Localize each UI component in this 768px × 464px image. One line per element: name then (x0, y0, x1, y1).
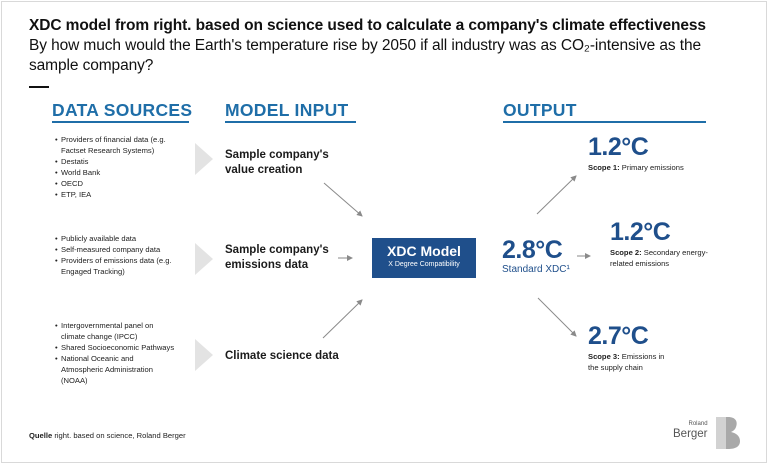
list-item: World Bank (55, 167, 185, 178)
list-item: ETP, IEA (55, 189, 185, 200)
page-title: XDC model from right. based on science u… (29, 17, 706, 34)
data-sources-group-2: Publicly available data Self-measured co… (55, 233, 185, 277)
scope-3-label: Scope 3: Emissions in the supply chain (588, 352, 665, 372)
output-rule (503, 121, 706, 123)
data-sources-heading: DATA SOURCES (52, 100, 193, 120)
scope-1-value: 1.2°C (588, 133, 649, 161)
list-item: OECD (55, 178, 185, 189)
model-input-heading: MODEL INPUT (225, 100, 349, 120)
standard-xdc-label: Standard XDC¹ (502, 264, 570, 275)
scope-1-label: Scope 1: Primary emissions (588, 163, 684, 172)
xdc-model-box: XDC Model X Degree Compatibility (372, 238, 476, 278)
standard-xdc-value: 2.8°C (502, 236, 563, 264)
arrow-value-to-model (323, 182, 363, 217)
arrow-to-scope-1 (536, 175, 577, 215)
arrow-to-scope-3 (537, 297, 577, 337)
xdc-model-subtitle: X Degree Compatibility (388, 261, 460, 268)
title-rule (29, 86, 49, 88)
model-input-emissions: Sample company's emissions data (225, 244, 329, 271)
scope-2-value: 1.2°C (610, 218, 671, 246)
xdc-model-title: XDC Model (387, 243, 461, 259)
data-sources-group-1: Providers of financial data (e.g. Factse… (55, 134, 185, 200)
page-subtitle: By how much would the Earth's temperatur… (29, 37, 702, 74)
roland-berger-logo-icon (716, 417, 740, 449)
arrow-climate-to-model (322, 299, 363, 339)
list-item: Publicly available data (55, 233, 185, 244)
output-heading: OUTPUT (503, 100, 577, 120)
list-item: Destatis (55, 156, 185, 167)
source-note: Quelle right. based on science, Roland B… (29, 431, 186, 440)
model-input-value-creation: Sample company's value creation (225, 149, 329, 176)
model-input-rule (225, 121, 356, 123)
list-item: National Oceanic and Atmospheric Adminis… (55, 353, 177, 386)
list-item: Providers of financial data (e.g. Factse… (55, 134, 185, 156)
list-item: Providers of emissions data (e.g. Engage… (55, 255, 185, 277)
list-item: Self-measured company data (55, 244, 185, 255)
data-sources-rule (52, 121, 189, 123)
scope-3-value: 2.7°C (588, 322, 649, 350)
model-input-climate-science: Climate science data (225, 350, 339, 362)
data-sources-group-3: Intergovernmental panel on climate chang… (55, 320, 177, 386)
scope-2-label: Scope 2: Secondary energy-related emissi… (610, 248, 708, 268)
roland-berger-logo-text: Roland Berger (673, 421, 708, 440)
list-item: Shared Socioeconomic Pathways (55, 342, 177, 353)
list-item: Intergovernmental panel on climate chang… (55, 320, 177, 342)
